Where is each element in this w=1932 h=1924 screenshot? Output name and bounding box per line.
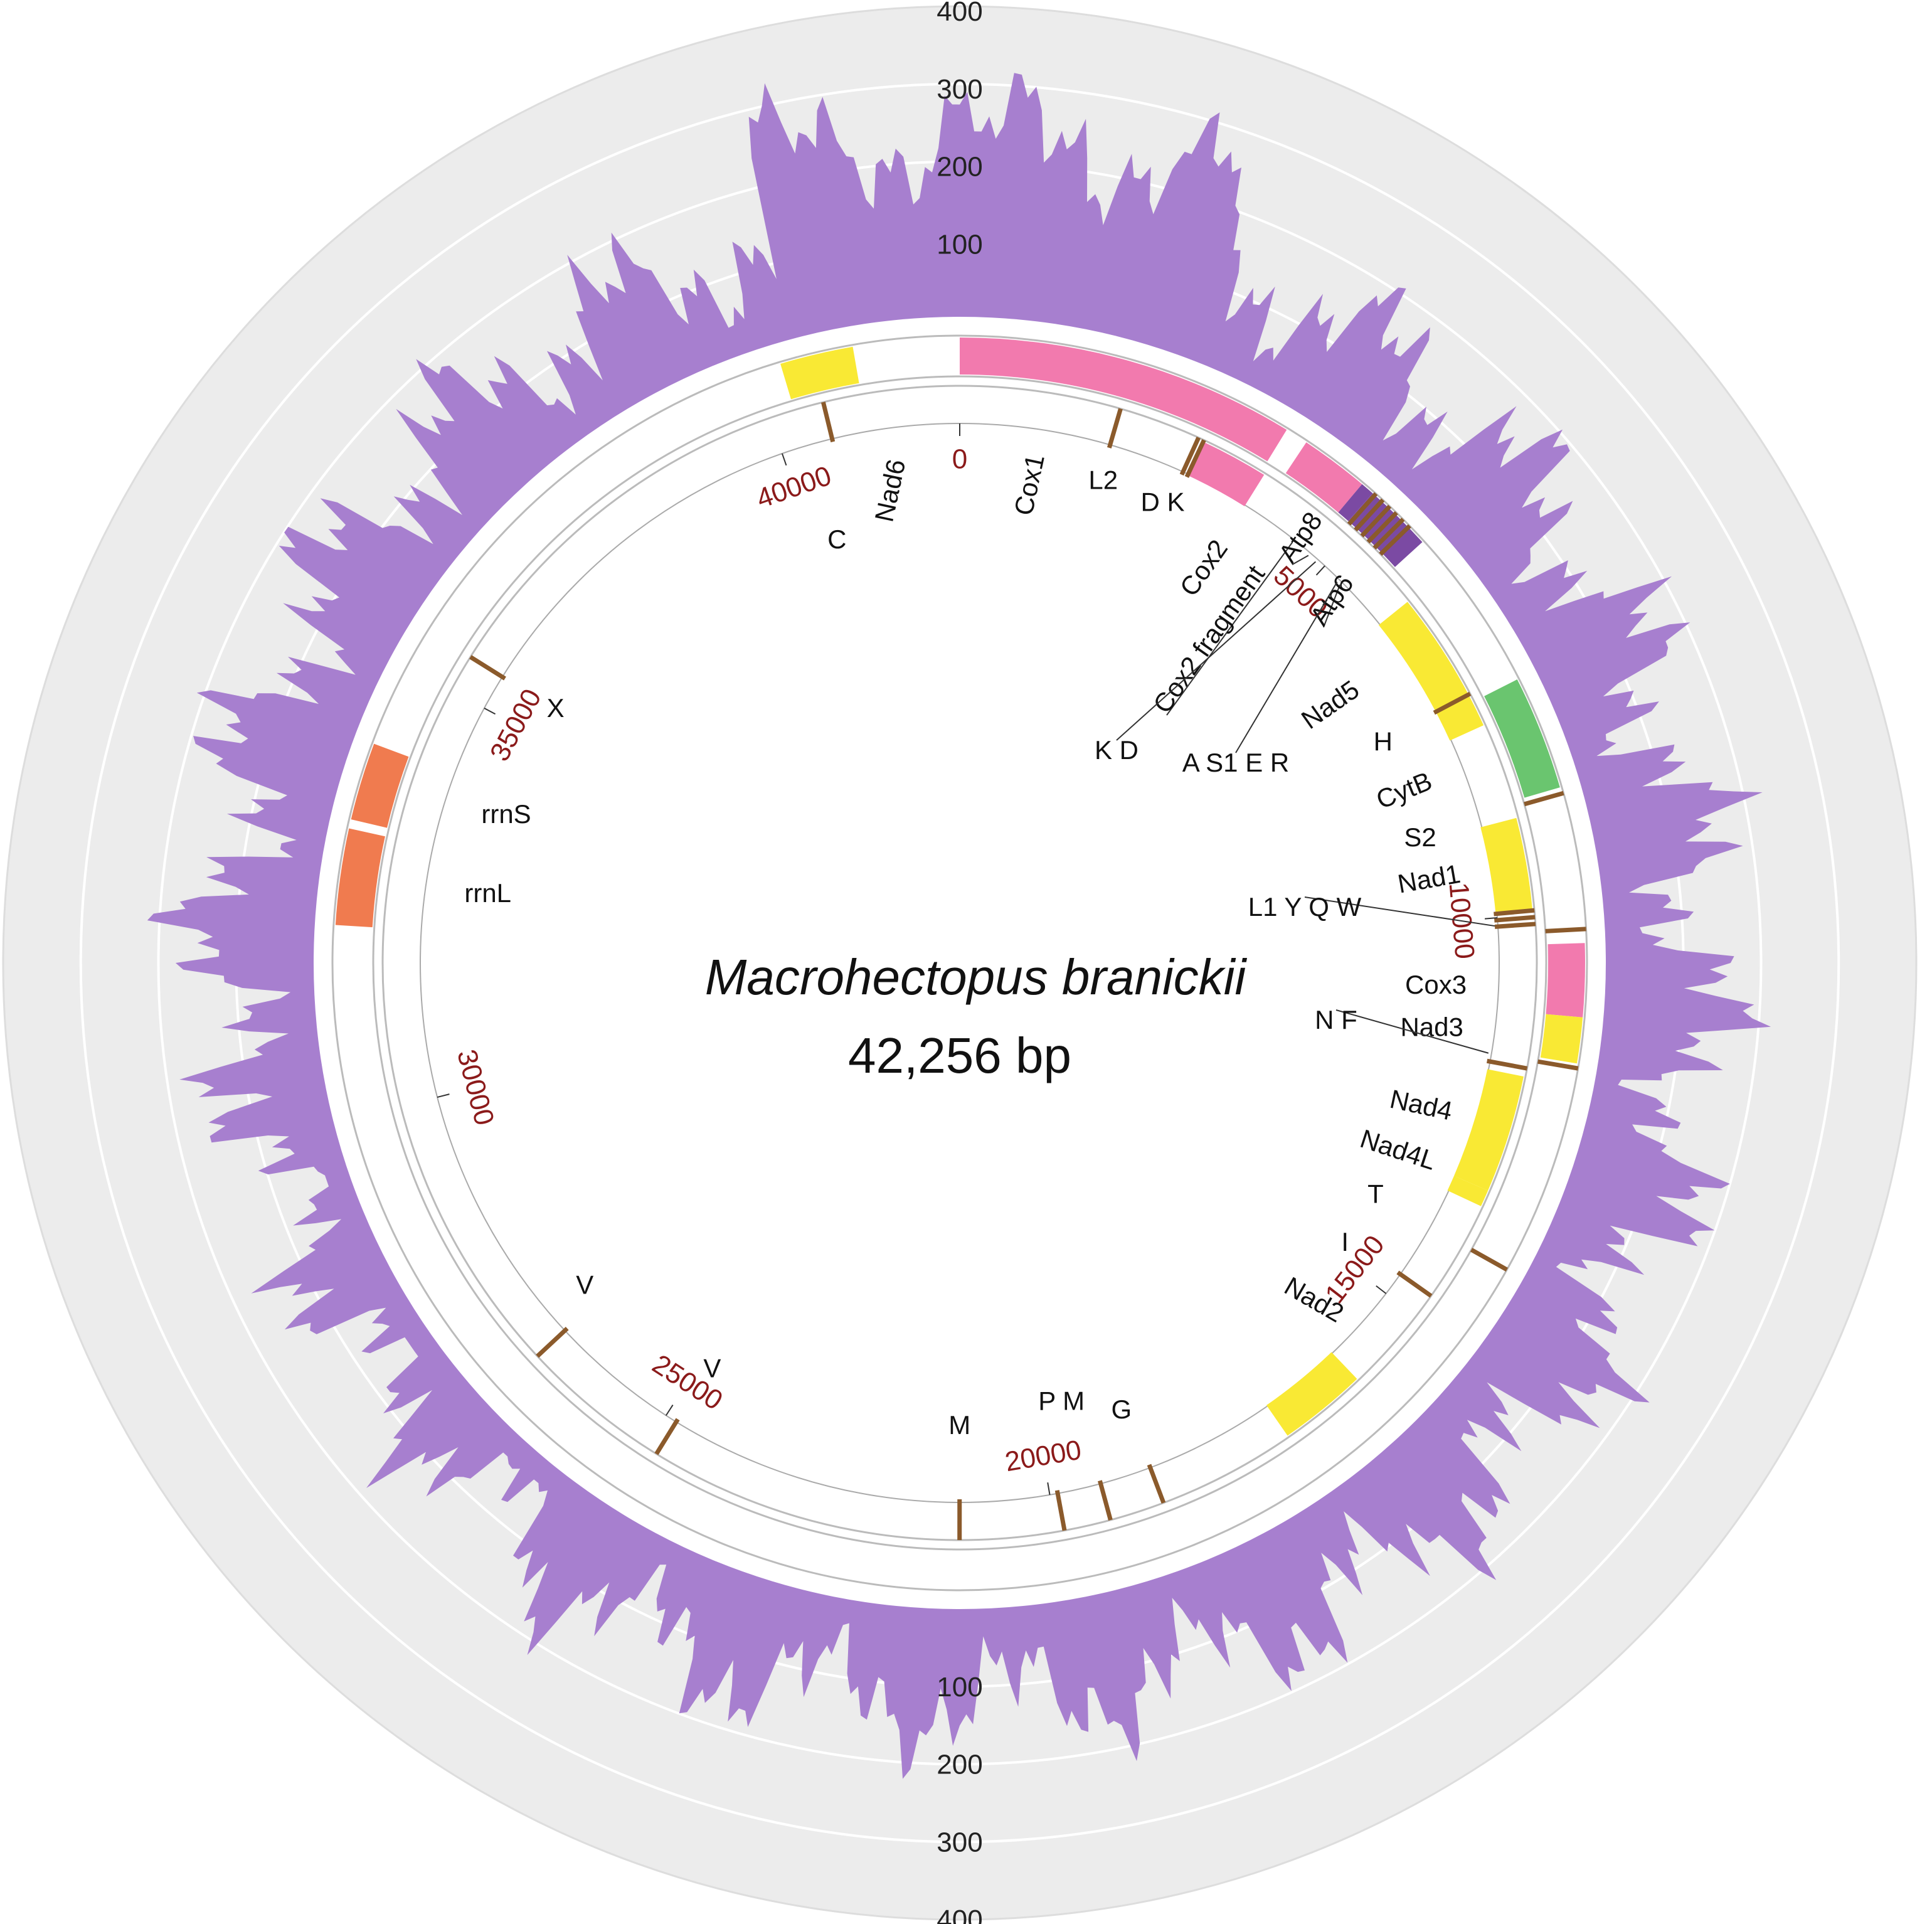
leader-label: A S1 E R — [1182, 748, 1289, 777]
trna-s2 — [1524, 790, 1564, 807]
trna-g — [1147, 1464, 1166, 1504]
coverage-gridline — [79, 82, 1840, 1844]
gene-cox2-fragment — [1285, 442, 1362, 513]
position-tick — [781, 453, 787, 466]
trna-v — [536, 1327, 569, 1358]
trna-h — [1433, 691, 1472, 715]
trna-k — [1347, 492, 1378, 526]
gene-label: rrnL — [464, 878, 511, 908]
leader-line — [1304, 896, 1495, 927]
gene-label: G — [1112, 1395, 1132, 1424]
gene-label: X — [547, 693, 565, 723]
gene-label: rrnS — [481, 799, 531, 829]
feature-rings — [331, 334, 1588, 1592]
position-tick — [1047, 1482, 1051, 1496]
gene-rrns — [351, 743, 409, 828]
gene-label: S2 — [1404, 822, 1436, 852]
position-tick — [1484, 917, 1498, 920]
leader-line — [1166, 541, 1293, 716]
trna-c — [820, 401, 836, 443]
gene-label: P M — [1038, 1386, 1085, 1416]
gene-cox2 — [1188, 442, 1265, 506]
position-tick — [1376, 1285, 1387, 1294]
coverage-tick-top: 400 — [937, 0, 982, 27]
gene-nad4 — [1453, 1069, 1524, 1191]
leader-line — [1235, 582, 1338, 753]
position-tick — [665, 1405, 674, 1416]
trna-e — [1372, 518, 1405, 550]
gene-nad3 — [1540, 1014, 1583, 1064]
trna-m — [1098, 1480, 1113, 1521]
gene-cox1 — [960, 337, 1287, 462]
position-label: 0 — [952, 444, 967, 475]
position-tick — [1315, 565, 1325, 576]
gene-label: M — [948, 1410, 970, 1440]
leader-line — [1116, 561, 1317, 741]
position-tick — [484, 707, 496, 715]
leader-label: K D — [1095, 735, 1138, 765]
gene-label: I — [1341, 1227, 1349, 1257]
trna-x — [469, 655, 506, 681]
leader-line — [1292, 555, 1309, 565]
gene-label: V — [703, 1354, 721, 1383]
gene-label: C — [827, 524, 846, 554]
gene-rrnl — [335, 828, 385, 928]
trna-d — [1179, 437, 1201, 476]
leader-label: L1 Y Q W — [1248, 892, 1362, 922]
gene-nad2 — [1266, 1352, 1357, 1436]
trna-y — [1494, 915, 1536, 923]
trna-s1 — [1366, 511, 1398, 544]
trna-w — [1545, 927, 1586, 933]
gene-nad6 — [780, 346, 859, 400]
coverage-tick-bottom: 400 — [937, 1905, 982, 1924]
gene-atp8 — [1338, 484, 1373, 521]
gene-label: T — [1367, 1179, 1384, 1209]
leader-line — [1335, 1009, 1489, 1054]
gene-atp6 — [1348, 493, 1423, 567]
coverage-tick-bottom: 300 — [937, 1827, 982, 1858]
gene-nad4l — [1447, 1176, 1489, 1206]
coverage-tick-bottom: 100 — [937, 1672, 982, 1703]
coverage-tick-top: 100 — [937, 229, 982, 260]
trna-l2 — [1107, 408, 1123, 449]
species-name: Macrohectopus branickii — [705, 949, 1248, 1005]
genome-size: 42,256 bp — [848, 1028, 1071, 1083]
position-tick — [437, 1093, 450, 1098]
gene-label: D K — [1141, 487, 1185, 516]
trna-k — [1184, 439, 1206, 478]
trna-q — [1494, 922, 1536, 929]
gene-label: L2 — [1088, 465, 1118, 494]
gene-label: V — [576, 1270, 593, 1300]
gene-label: Cox3 — [1405, 970, 1467, 999]
trna-l1 — [1494, 908, 1535, 917]
coverage-tick-bottom: 200 — [937, 1750, 982, 1780]
trna-t — [1470, 1248, 1509, 1272]
leader-line — [1323, 584, 1341, 628]
trna-i — [1396, 1270, 1433, 1298]
trna-a — [1360, 504, 1392, 538]
trna-p — [1054, 1490, 1067, 1531]
trna-d — [1354, 498, 1385, 532]
gene-nad1 — [1480, 817, 1533, 914]
gene-nad5 — [1378, 602, 1484, 741]
trna-n — [1537, 1059, 1579, 1071]
trna-f — [1486, 1058, 1528, 1071]
coverage-tick-top: 300 — [937, 74, 982, 105]
coverage-tick-top: 200 — [937, 152, 982, 183]
gene-cytb — [1484, 679, 1560, 798]
coverage-axis-labels: 100 100 200 200 300 300 400 400 — [937, 0, 982, 1924]
gene-blocks — [335, 337, 1585, 1436]
gene-cox3 — [1546, 943, 1585, 1018]
gene-label: H — [1374, 727, 1393, 757]
trna-ticks — [469, 401, 1586, 1541]
leader-label: N F — [1315, 1005, 1357, 1034]
trna-v — [654, 1418, 680, 1455]
trna-r — [1379, 524, 1411, 556]
